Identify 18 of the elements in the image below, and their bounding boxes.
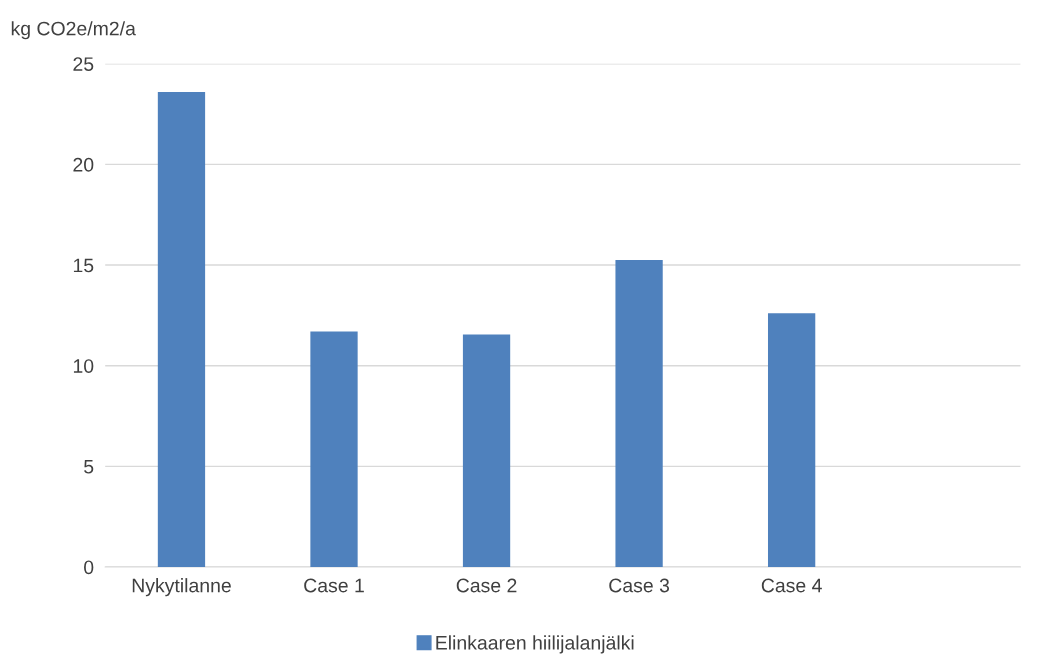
bar [615, 260, 663, 567]
x-tick-label: Nykytilanne [132, 578, 231, 597]
y-tick-label: 10 [73, 359, 94, 373]
bar [310, 331, 358, 567]
y-tick-label: 25 [73, 57, 94, 71]
bar [157, 91, 206, 567]
y-tick-label: 15 [73, 258, 94, 273]
x-tick-label: Case 2 [456, 578, 517, 593]
y-tick-label: 0 [84, 560, 94, 575]
legend-label: Elinkaaren hiilijalanjälki [436, 635, 634, 654]
x-tick-label: Case 3 [609, 578, 670, 593]
y-tick-label: 5 [84, 460, 94, 474]
bar [462, 334, 511, 567]
y-axis-title: kg CO2e/m2/a [11, 21, 136, 40]
bar [767, 313, 816, 567]
x-tick-label: Case 1 [304, 578, 364, 593]
x-tick-label: Case 4 [761, 578, 822, 593]
y-tick-label: 20 [73, 157, 94, 172]
